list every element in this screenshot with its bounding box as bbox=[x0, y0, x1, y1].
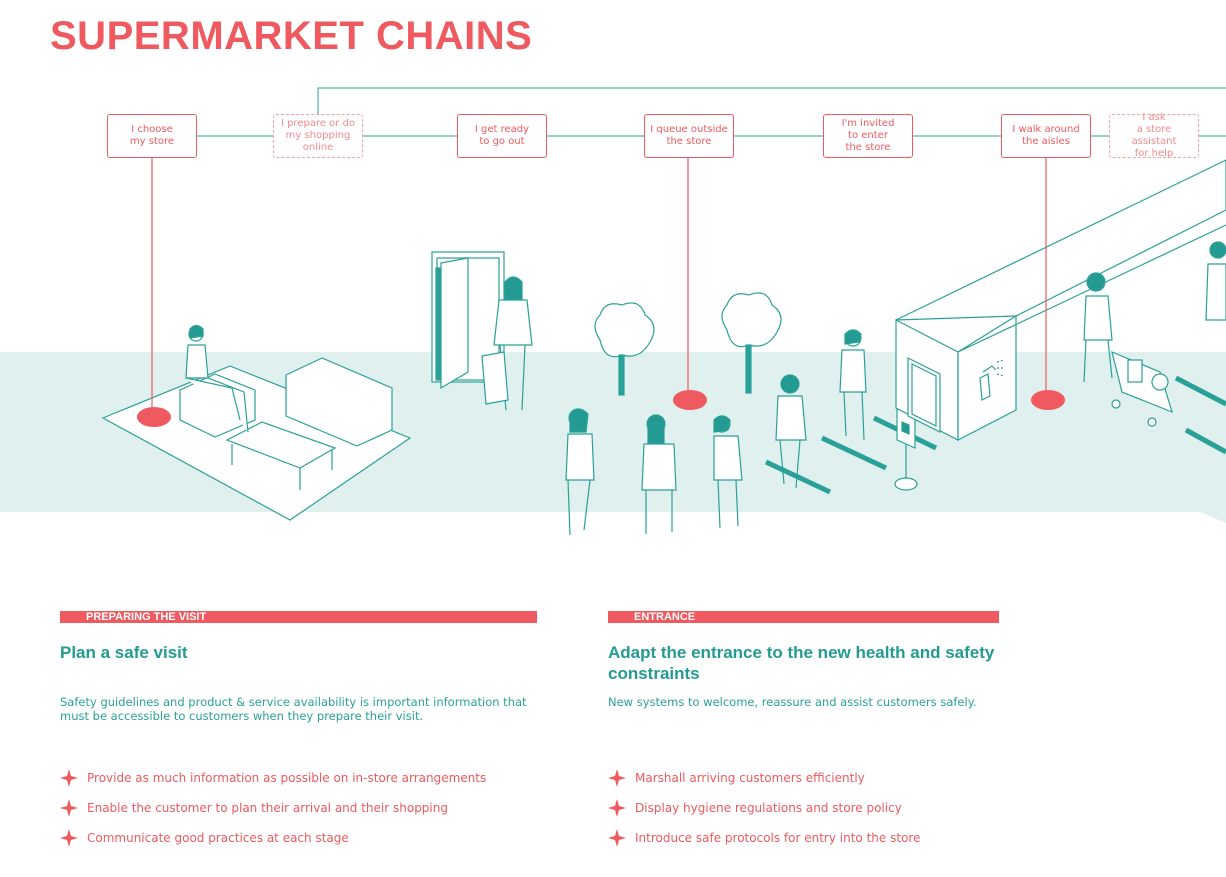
star-bullet-icon bbox=[608, 769, 626, 787]
step-location-dot bbox=[673, 390, 707, 410]
sofa bbox=[285, 357, 393, 447]
section-entrance: ENTRANCE Adapt the entrance to the new h… bbox=[608, 611, 999, 851]
spray-bottle-icon bbox=[979, 359, 1005, 401]
step-queue-outside: I queue outside the store bbox=[644, 114, 734, 158]
step-location-dot bbox=[137, 407, 171, 427]
front-door bbox=[431, 251, 505, 390]
connector-branch bbox=[317, 87, 1226, 114]
bullet-text: Enable the customer to plan their arriva… bbox=[87, 801, 448, 815]
queue-person bbox=[641, 414, 677, 534]
customer-journey-illustration bbox=[0, 87, 1226, 536]
queue-person bbox=[775, 374, 807, 489]
queue-person bbox=[839, 329, 867, 441]
star-bullet-icon bbox=[60, 829, 78, 847]
star-bullet-icon bbox=[60, 799, 78, 817]
star-bullet-icon bbox=[608, 829, 626, 847]
step-ask-assistant: I ask a store assistant for help bbox=[1109, 112, 1199, 159]
queue-person bbox=[713, 415, 743, 529]
tree bbox=[594, 302, 655, 396]
bullet-text: Provide as much information as possible … bbox=[87, 771, 487, 785]
step-choose-store: I choose my store bbox=[107, 114, 197, 158]
star-bullet-icon bbox=[608, 799, 626, 817]
section-heading: Plan a safe visit bbox=[60, 643, 188, 662]
list-item: Communicate good practices at each stage bbox=[60, 823, 486, 853]
queue-person bbox=[565, 408, 595, 536]
tree bbox=[721, 292, 782, 394]
step-walk-aisles: I walk around the aisles bbox=[1001, 114, 1091, 158]
seated-person bbox=[185, 324, 249, 433]
section-preparing-visit: PREPARING THE VISIT Plan a safe visit Sa… bbox=[60, 611, 537, 851]
section-tag: PREPARING THE VISIT bbox=[60, 611, 537, 623]
section-heading: Adapt the entrance to the new health and… bbox=[608, 643, 995, 683]
bullet-text: Display hygiene regulations and store po… bbox=[635, 801, 902, 815]
stop-hand-icon bbox=[894, 407, 918, 491]
step-invited-to-enter: I'm invited to enter the store bbox=[823, 114, 913, 158]
section-description: Safety guidelines and product & service … bbox=[60, 695, 527, 723]
bullet-text: Introduce safe protocols for entry into … bbox=[635, 831, 921, 845]
store-assistant bbox=[1205, 241, 1226, 321]
step-get-ready: I get ready to go out bbox=[457, 114, 547, 158]
bullet-text: Communicate good practices at each stage bbox=[87, 831, 349, 845]
bullet-text: Marshall arriving customers efficiently bbox=[635, 771, 865, 785]
page-title: SUPERMARKET CHAINS bbox=[50, 14, 533, 58]
step-location-dot bbox=[1031, 390, 1065, 410]
section-description: New systems to welcome, reassure and ass… bbox=[608, 695, 977, 709]
list-item: Marshall arriving customers efficiently bbox=[608, 763, 920, 793]
step-prepare-shopping: I prepare or do my shopping online bbox=[273, 114, 363, 158]
list-item: Enable the customer to plan their arriva… bbox=[60, 793, 486, 823]
section-bullets: Marshall arriving customers efficiently … bbox=[608, 763, 920, 853]
shopper-with-cart bbox=[1083, 272, 1173, 427]
person-with-bag bbox=[481, 276, 533, 411]
star-bullet-icon bbox=[60, 769, 78, 787]
queue-marker bbox=[764, 459, 832, 495]
queue-marker bbox=[820, 435, 888, 471]
section-bullets: Provide as much information as possible … bbox=[60, 763, 486, 853]
list-item: Provide as much information as possible … bbox=[60, 763, 486, 793]
coffee-table bbox=[225, 421, 337, 469]
list-item: Display hygiene regulations and store po… bbox=[608, 793, 920, 823]
list-item: Introduce safe protocols for entry into … bbox=[608, 823, 920, 853]
section-tag: ENTRANCE bbox=[608, 611, 999, 623]
